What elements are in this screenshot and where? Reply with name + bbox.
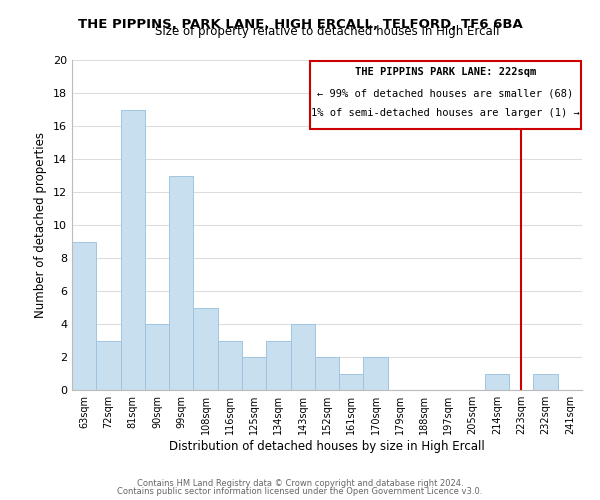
Bar [72, 242, 96, 390]
Bar [121, 110, 145, 390]
Bar [193, 308, 218, 390]
Bar [315, 357, 339, 390]
X-axis label: Distribution of detached houses by size in High Ercall: Distribution of detached houses by size … [169, 440, 485, 453]
Bar [145, 324, 169, 390]
Bar [218, 340, 242, 390]
Text: Contains HM Land Registry data © Crown copyright and database right 2024.: Contains HM Land Registry data © Crown c… [137, 478, 463, 488]
Text: 1% of semi-detached houses are larger (1) →: 1% of semi-detached houses are larger (1… [311, 108, 580, 118]
Text: THE PIPPINS PARK LANE: 222sqm: THE PIPPINS PARK LANE: 222sqm [355, 68, 536, 78]
Bar [96, 340, 121, 390]
Bar [169, 176, 193, 390]
Text: THE PIPPINS, PARK LANE, HIGH ERCALL, TELFORD, TF6 6BA: THE PIPPINS, PARK LANE, HIGH ERCALL, TEL… [77, 18, 523, 30]
Bar [485, 374, 509, 390]
Bar [266, 340, 290, 390]
Bar [290, 324, 315, 390]
Text: Contains public sector information licensed under the Open Government Licence v3: Contains public sector information licen… [118, 487, 482, 496]
Y-axis label: Number of detached properties: Number of detached properties [34, 132, 47, 318]
Bar [364, 357, 388, 390]
Text: ← 99% of detached houses are smaller (68): ← 99% of detached houses are smaller (68… [317, 88, 574, 98]
Title: Size of property relative to detached houses in High Ercall: Size of property relative to detached ho… [155, 25, 499, 38]
Bar [242, 357, 266, 390]
Bar [339, 374, 364, 390]
Bar [533, 374, 558, 390]
FancyBboxPatch shape [310, 61, 581, 130]
